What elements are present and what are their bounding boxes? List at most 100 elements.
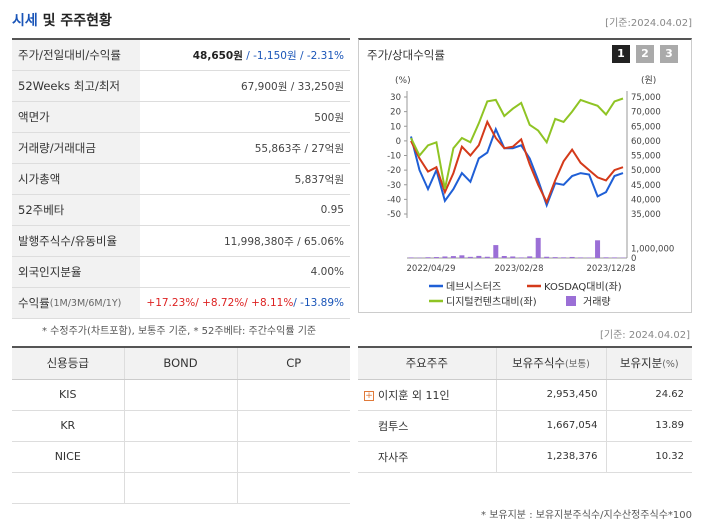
summary-value: 4.00%	[310, 266, 344, 278]
volume-bar	[569, 256, 575, 258]
holder-shares: 2,953,450	[495, 379, 606, 411]
right-tick-label: 35,000	[631, 210, 661, 220]
left-tick-label: 10	[390, 122, 401, 132]
agency-name: KIS	[12, 379, 124, 411]
chart-title: 주가/상대수익률	[367, 48, 445, 62]
footnote-bottom: * 보유지분 : 보유지분주식수/지수산정주식수*100	[481, 510, 692, 521]
summary-label: 수익률 (1M/3M/6M/1Y)	[12, 288, 140, 318]
volume-bar	[501, 255, 507, 258]
bond-rating	[123, 472, 237, 504]
cp-rating	[236, 472, 350, 504]
summary-value: 5,837억원	[294, 173, 344, 186]
right-axis-unit: (원)	[641, 75, 656, 86]
series-line-1	[410, 126, 624, 209]
chart-page-1-button[interactable]: 1	[612, 45, 630, 63]
footnote-right-date: [기준: 2024.04.02]	[599, 330, 690, 341]
summary-label: 거래량/거래대금	[12, 133, 140, 163]
holders-header: 주요주주	[358, 347, 496, 380]
summary-row-price: 주가/전일대비/수익률 48,650원 / -1,150원 / -2.31%	[12, 40, 350, 71]
chart-page-2-button[interactable]: 2	[636, 45, 654, 63]
series-line-2	[410, 119, 624, 205]
left-tick-label: 0	[396, 137, 401, 147]
volume-bar	[603, 257, 609, 258]
summary-value: +17.23%/ +8.72%/ +8.11%/ -13.89%	[140, 297, 350, 309]
volume-bar	[527, 256, 533, 258]
holder-pct: 10.32	[605, 441, 692, 473]
right-tick-label: 75,000	[631, 93, 661, 103]
volume-bar	[612, 257, 618, 258]
major-shareholders-table: 주요주주 보유주식수(보통) 보유지분(%) + 이지훈 외 11인 2,953,…	[358, 346, 692, 473]
credit-header: 신용등급	[12, 347, 124, 380]
holders-header: 보유지분(%)	[605, 347, 692, 380]
right-tick-label: 50,000	[631, 166, 661, 176]
left-tick-label: -10	[387, 152, 401, 162]
summary-row-52w: 52Weeks 최고/최저 67,900원 / 33,250원	[12, 71, 350, 102]
volume-bar	[442, 256, 448, 258]
table-row: KR	[12, 410, 350, 442]
x-tick-label: 2022/04/29	[407, 264, 456, 274]
summary-label: 시가총액	[12, 164, 140, 194]
volume-bar	[578, 257, 584, 258]
summary-value: 0.95	[320, 204, 344, 216]
volume-bar	[450, 256, 456, 258]
volume-bar	[552, 257, 558, 258]
summary-row-shares: 발행주식수/유동비율 11,998,380주 / 65.06%	[12, 226, 350, 257]
summary-label: 외국인지분율	[12, 257, 140, 287]
table-row: KIS	[12, 379, 350, 411]
expand-icon[interactable]: +	[364, 390, 374, 401]
table-row	[12, 472, 350, 504]
volume-bar	[544, 256, 550, 258]
bond-rating	[123, 410, 237, 442]
summary-value: 11,998,380주 / 65.06%	[223, 235, 344, 248]
price-change: / -1,150원 / -2.31%	[242, 49, 344, 62]
x-tick-label: 2023/02/28	[495, 264, 544, 274]
chart-page-3-button[interactable]: 3	[660, 45, 678, 63]
summary-value: 500원	[314, 111, 344, 124]
summary-label: 액면가	[12, 102, 140, 132]
summary-row-marketcap: 시가총액 5,837억원	[12, 164, 350, 195]
summary-label: 52Weeks 최고/최저	[12, 71, 140, 101]
right-tick-label: 70,000	[631, 108, 661, 118]
return-6m: / +8.11%	[244, 297, 294, 309]
summary-label: 발행주식수/유동비율	[12, 226, 140, 256]
legend-label: 디지털컨텐츠대비(좌)	[446, 296, 537, 308]
volume-bar	[484, 256, 490, 258]
holder-pct: 13.89	[605, 410, 692, 442]
page-title-sub: 및 주주현황	[37, 13, 112, 29]
right-tick-label: 65,000	[631, 122, 661, 132]
agency-name: NICE	[12, 441, 124, 473]
summary-label: 52주베타	[12, 195, 140, 225]
table-row: 자사주 1,238,376 10.32	[358, 441, 692, 473]
holder-name: 컴투스	[358, 410, 496, 442]
volume-bar	[433, 257, 439, 258]
holder-shares: 1,667,054	[495, 410, 606, 442]
left-tick-label: 20	[390, 108, 401, 118]
cp-rating	[236, 441, 350, 473]
relative-return-chart: (%) (원) 30 20 10 0 -10 -20 -30 -40 -50 75,000 70,000…	[387, 75, 674, 308]
holders-header: 보유주식수(보통)	[495, 347, 606, 380]
right-tick-label: 60,000	[631, 137, 661, 147]
header-date: [기준:2024.04.02]	[605, 18, 692, 29]
current-price: 48,650원	[192, 49, 243, 62]
return-1y: / -13.89%	[293, 297, 344, 309]
left-tick-label: 30	[390, 93, 401, 103]
credit-rating-table: 신용등급 BOND CP KIS KR NICE	[12, 346, 350, 504]
left-tick-label: -50	[387, 210, 401, 220]
left-tick-label: -30	[387, 181, 401, 191]
volume-bar	[459, 255, 465, 258]
footnote-left: * 수정주가(차트포함), 보통주 기준, * 52주베타: 주간수익률 기준	[42, 326, 317, 337]
credit-header: CP	[236, 347, 350, 380]
holder-shares: 1,238,376	[495, 441, 606, 473]
table-row: 컴투스 1,667,054 13.89	[358, 410, 692, 442]
left-axis-unit: (%)	[395, 76, 411, 86]
cp-rating	[236, 379, 350, 411]
price-summary-table: 주가/전일대비/수익률 48,650원 / -1,150원 / -2.31% 5…	[12, 38, 350, 319]
right-tick-label: 40,000	[631, 195, 661, 205]
right-tick-label: 45,000	[631, 181, 661, 191]
return-1m: +17.23%	[146, 297, 196, 309]
holders-header-sub: (%)	[662, 359, 679, 371]
volume-bar	[425, 257, 431, 258]
cp-rating	[236, 410, 350, 442]
volume-bar	[493, 245, 499, 258]
holder-name[interactable]: 이지훈 외 11인	[378, 388, 450, 402]
